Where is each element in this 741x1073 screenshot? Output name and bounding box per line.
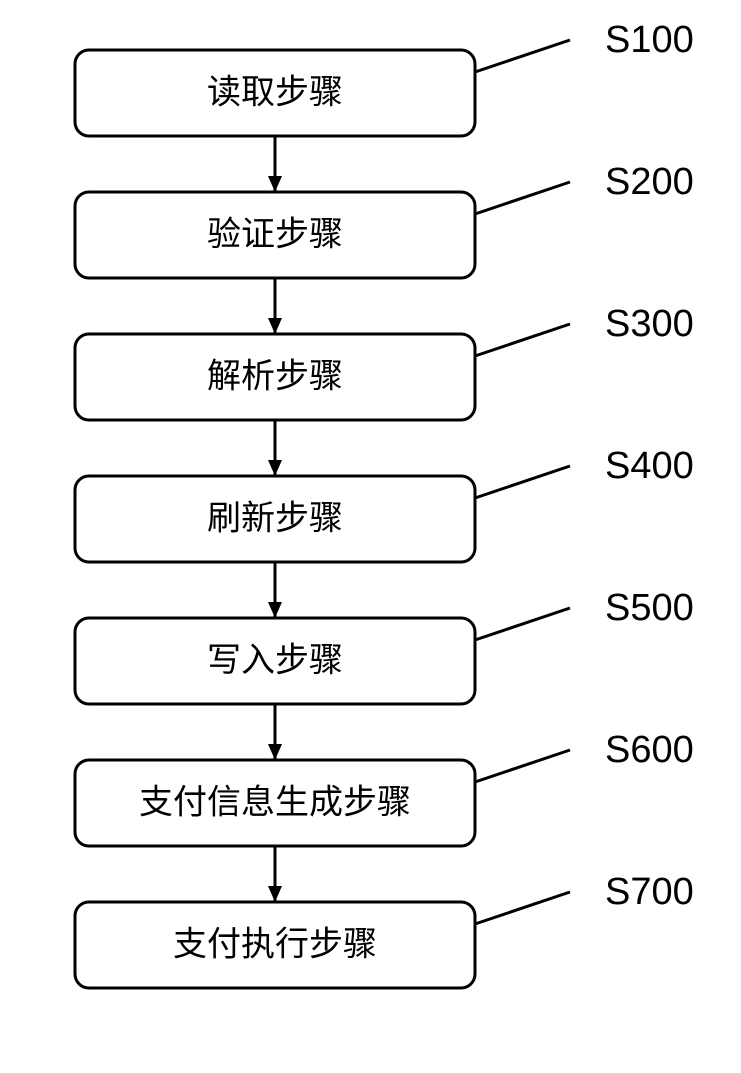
flow-step-text: 写入步骤	[207, 642, 343, 680]
flow-step-s300: 解析步骤	[75, 334, 475, 420]
step-leader-line	[475, 608, 570, 640]
flow-step-text: 支付信息生成步骤	[139, 784, 411, 822]
step-code-label: S100	[605, 19, 694, 61]
step-code-label: S500	[605, 587, 694, 629]
step-code-label: S600	[605, 729, 694, 771]
flow-step-text: 刷新步骤	[207, 500, 343, 538]
flow-step-text: 支付执行步骤	[173, 926, 377, 964]
step-code-label: S300	[605, 303, 694, 345]
flow-step-s100: 读取步骤	[75, 50, 475, 136]
flow-step-text: 读取步骤	[207, 74, 343, 112]
labels-layer: S100 S200 S300 S400 S500 S600 S700	[605, 19, 694, 913]
flow-step-s600: 支付信息生成步骤	[75, 760, 475, 846]
flow-step-s700: 支付执行步骤	[75, 902, 475, 988]
boxes-layer: 读取步骤验证步骤解析步骤刷新步骤写入步骤支付信息生成步骤支付执行步骤	[75, 50, 475, 988]
step-code-label: S700	[605, 871, 694, 913]
step-leader-line	[475, 750, 570, 782]
flow-step-s500: 写入步骤	[75, 618, 475, 704]
flowchart-svg: 读取步骤验证步骤解析步骤刷新步骤写入步骤支付信息生成步骤支付执行步骤 S100S…	[0, 0, 741, 1073]
flow-step-s200: 验证步骤	[75, 192, 475, 278]
step-code-label: S400	[605, 445, 694, 487]
leaders-layer	[475, 40, 570, 924]
flow-step-s400: 刷新步骤	[75, 476, 475, 562]
step-code-label: S200	[605, 161, 694, 203]
step-leader-line	[475, 892, 570, 924]
flow-step-text: 解析步骤	[207, 358, 343, 396]
step-leader-line	[475, 466, 570, 498]
flow-step-text: 验证步骤	[207, 216, 343, 254]
step-leader-line	[475, 40, 570, 72]
step-leader-line	[475, 182, 570, 214]
step-leader-line	[475, 324, 570, 356]
